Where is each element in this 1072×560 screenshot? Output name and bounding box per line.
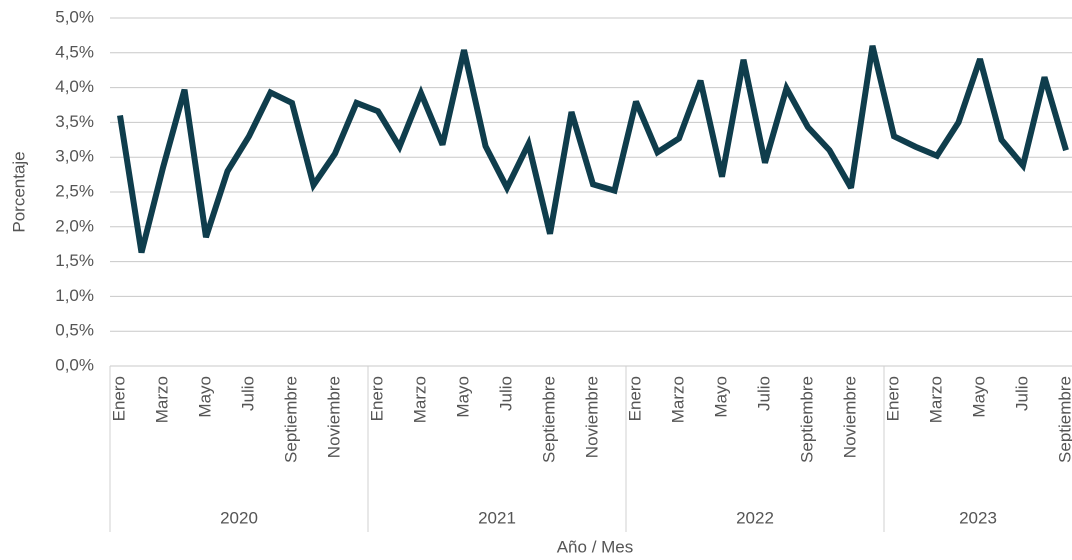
y-tick-label: 4,5%: [55, 42, 94, 61]
y-tick-label: 4,0%: [55, 77, 94, 96]
data-line: [117, 45, 1069, 254]
y-axis-title: Porcentaje: [9, 151, 28, 232]
x-tick-label: Septiembre: [539, 376, 558, 463]
x-tick-label: Mayo: [711, 376, 730, 418]
x-tick-label: Julio: [496, 376, 515, 411]
x-tick-label: Julio: [1012, 376, 1031, 411]
x-tick-label: Enero: [109, 376, 128, 421]
x-tick-label: Noviembre: [582, 376, 601, 458]
x-tick-label: Julio: [754, 376, 773, 411]
x-tick-label: Mayo: [969, 376, 988, 418]
x-axis-title: Año / Mes: [557, 537, 634, 556]
x-tick-label: Noviembre: [840, 376, 859, 458]
x-tick-label: Noviembre: [324, 376, 343, 458]
x-tick-label: Marzo: [668, 376, 687, 423]
x-tick-label: Enero: [883, 376, 902, 421]
x-tick-label: Mayo: [453, 376, 472, 418]
y-tick-label: 1,0%: [55, 286, 94, 305]
y-tick-label: 2,0%: [55, 216, 94, 235]
x-tick-label: Enero: [367, 376, 386, 421]
x-tick-label: Julio: [238, 376, 257, 411]
y-tick-label: 3,0%: [55, 147, 94, 166]
x-tick-label: Marzo: [152, 376, 171, 423]
y-tick-label: 3,5%: [55, 112, 94, 131]
x-group-label: 2020: [220, 508, 258, 527]
x-tick-label: Enero: [625, 376, 644, 421]
y-tick-label: 5,0%: [55, 7, 94, 26]
x-group-label: 2021: [478, 508, 516, 527]
x-tick-label: Mayo: [195, 376, 214, 418]
y-tick-label: 0,5%: [55, 321, 94, 340]
x-tick-label: Septiembre: [797, 376, 816, 463]
y-tick-label: 1,5%: [55, 251, 94, 270]
x-group-label: 2023: [959, 508, 997, 527]
x-tick-label: Marzo: [410, 376, 429, 423]
y-tick-label: 0,0%: [55, 355, 94, 374]
x-tick-label: Marzo: [926, 376, 945, 423]
y-tick-label: 2,5%: [55, 181, 94, 200]
x-tick-label: Septiembre: [281, 376, 300, 463]
x-tick-label: Septiembre: [1055, 376, 1072, 463]
x-group-label: 2022: [736, 508, 774, 527]
